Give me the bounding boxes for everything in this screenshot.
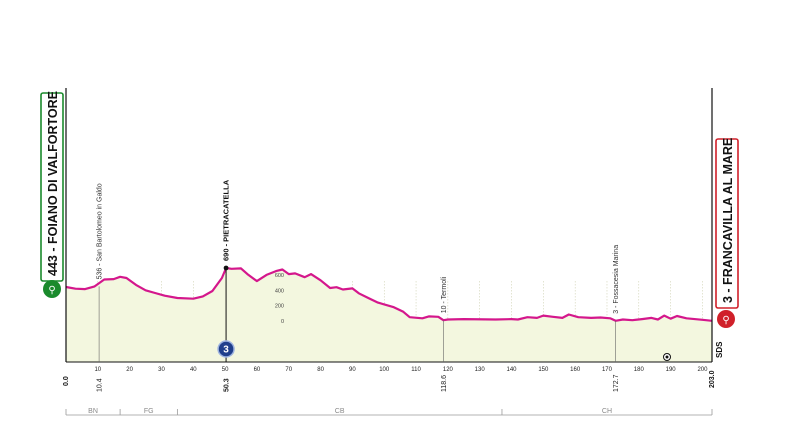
waypoint-label: 3 - Fossacesia Marina: [613, 245, 620, 314]
feed-zone-icon: [663, 353, 671, 361]
altitude-tick-label: 0: [281, 319, 284, 325]
start-label: 443 - FOIANO DI VALFORTORE: [46, 91, 60, 276]
km-tick-label: 200: [697, 367, 708, 373]
km-tick-label: 100: [379, 367, 390, 373]
region-label: CH: [602, 408, 612, 415]
altitude-tick-label: 400: [275, 288, 284, 294]
km-tick-label: 170: [602, 367, 613, 373]
waypoint-label: 536 - San Bartolomeo in Galdo: [97, 183, 104, 279]
km-end-label: 203.0: [709, 370, 716, 388]
km-tick-label: 190: [666, 367, 677, 373]
sprint-marker-number: 3: [223, 345, 229, 356]
region-label: CB: [335, 408, 345, 415]
svg-text:⚲: ⚲: [48, 285, 55, 296]
km-tick-label: 160: [570, 367, 581, 373]
finish-cyclist-icon: [717, 310, 735, 328]
altitude-scale: 600 400 200 0: [275, 273, 284, 325]
sprint-marker: 3: [217, 340, 235, 358]
km-start-label: 0.0: [63, 376, 70, 386]
km-tick-label: 40: [190, 367, 197, 373]
profile-line: [65, 266, 713, 322]
km-tick-label: 20: [126, 367, 133, 373]
sds-label: SDS: [715, 341, 724, 358]
finish-label: 3 - FRANCAVILLA AL MARE: [721, 138, 735, 303]
waypoint-km-label: 50.3: [224, 378, 231, 392]
km-tick-label: 90: [349, 367, 356, 373]
km-tick-label: 50: [222, 367, 229, 373]
profile-fill: [66, 268, 712, 362]
km-tick-label: 130: [475, 367, 486, 373]
finish-label-box: [715, 138, 739, 309]
km-tick-label: 110: [411, 367, 421, 373]
km-tick-label: 180: [634, 367, 645, 373]
altitude-tick-label: 200: [275, 304, 284, 310]
km-tick-label: 120: [443, 367, 454, 373]
km-tick-label: 30: [158, 367, 165, 373]
km-tick-label: 140: [507, 367, 518, 373]
finish-banner: 3 - FRANCAVILLA AL MARE ⚲: [715, 138, 739, 328]
waypoint-label: 690 - PIETRACATELLA: [222, 179, 231, 261]
waypoint-km-label: 172.7: [613, 374, 620, 392]
km-tick-label: 150: [538, 367, 549, 373]
km-tick-label: 70: [285, 367, 292, 373]
waypoints: 536 - San Bartolomeo in Galdo 10.4 690 - P…: [97, 179, 620, 392]
region-label: FG: [144, 408, 154, 415]
km-tick-label: 60: [254, 367, 261, 373]
km-axis: 10 20 30 40 50 60 70 80 90 100 110 120 130 140 150 160 1…: [63, 367, 716, 388]
waypoint-label: 10 - Termoli: [441, 276, 448, 313]
waypoint-km-label: 118.6: [441, 375, 448, 392]
provinces: BN FG CB CH: [65, 408, 713, 415]
altitude-tick-label: 600: [275, 273, 284, 279]
start-banner: 443 - FOIANO DI VALFORTORE ⚲: [40, 91, 64, 298]
sprint-marker-icon: [217, 340, 235, 358]
svg-text:⚲: ⚲: [722, 315, 729, 326]
km-tick-label: 10: [94, 367, 101, 373]
summit-dot: [223, 265, 229, 271]
waypoint-km-label: 10.4: [97, 378, 104, 392]
start-cyclist-icon: [43, 280, 61, 298]
region-label: BN: [88, 408, 98, 415]
km-tick-label: 80: [317, 367, 324, 373]
